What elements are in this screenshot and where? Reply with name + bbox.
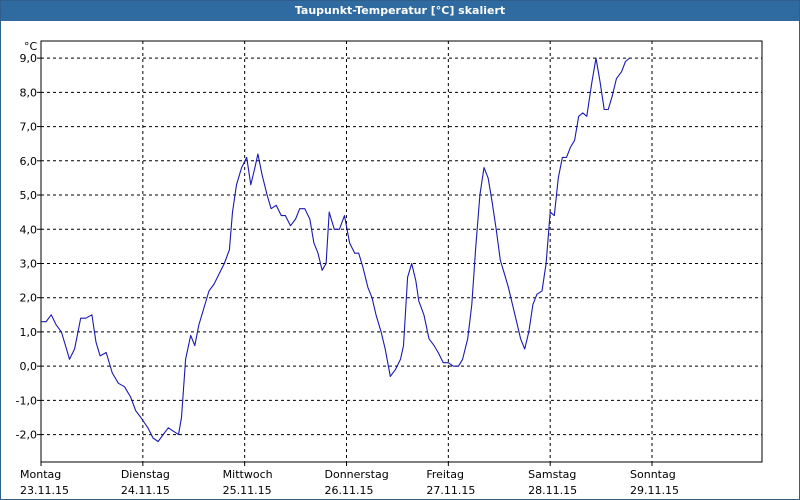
series-line-dewpoint — [41, 57, 630, 443]
x-tick-day-label: Dienstag — [121, 468, 170, 481]
y-axis-unit: °C — [24, 40, 38, 53]
x-tick-date-label: 29.11.15 — [630, 484, 679, 497]
y-tick-label: -1,0 — [16, 394, 37, 407]
y-tick-label: 7,0 — [20, 121, 38, 134]
x-tick-date-label: 24.11.15 — [121, 484, 170, 497]
y-tick-label: 0,0 — [20, 360, 38, 373]
y-tick-label: 9,0 — [20, 52, 38, 65]
y-tick-labels: 9,0 8,0 7,0 6,0 5,0 4,0 3,0 2,0 1,0 0,0 -1,0 -2,0 — [16, 52, 37, 442]
y-tick-label: 6,0 — [20, 155, 38, 168]
x-tick-day-label: Sonntag — [630, 468, 676, 481]
y-tick-label: 8,0 — [20, 86, 38, 99]
y-tick-label: 4,0 — [20, 223, 38, 236]
x-tick-day-label: Samstag — [528, 468, 576, 481]
x-tick-date-label: 26.11.15 — [325, 484, 374, 497]
grid — [37, 41, 762, 466]
x-tick-day-label: Freitag — [426, 468, 464, 481]
x-tick-day-label: Mittwoch — [223, 468, 273, 481]
chart-title: Taupunkt-Temperatur [°C] skaliert — [1, 1, 799, 21]
x-tick-date-label: 27.11.15 — [426, 484, 475, 497]
y-tick-label: 2,0 — [20, 292, 38, 305]
y-tick-label: 1,0 — [20, 326, 38, 339]
y-tick-label: 3,0 — [20, 257, 38, 270]
series-group — [41, 57, 630, 443]
x-tick-date-label: 28.11.15 — [528, 484, 577, 497]
x-tick-date-label: 25.11.15 — [223, 484, 272, 497]
x-tick-day-label: Montag — [20, 468, 61, 481]
plot-area — [40, 40, 763, 463]
x-tick-day-label: Donnerstag — [325, 468, 389, 481]
y-tick-label: 5,0 — [20, 189, 38, 202]
x-tick-labels: Montag 23.11.15 Dienstag 24.11.15 Mittwoch 25… — [20, 468, 679, 497]
x-tick-date-label: 23.11.15 — [20, 484, 69, 497]
y-tick-label: -2,0 — [16, 429, 37, 442]
